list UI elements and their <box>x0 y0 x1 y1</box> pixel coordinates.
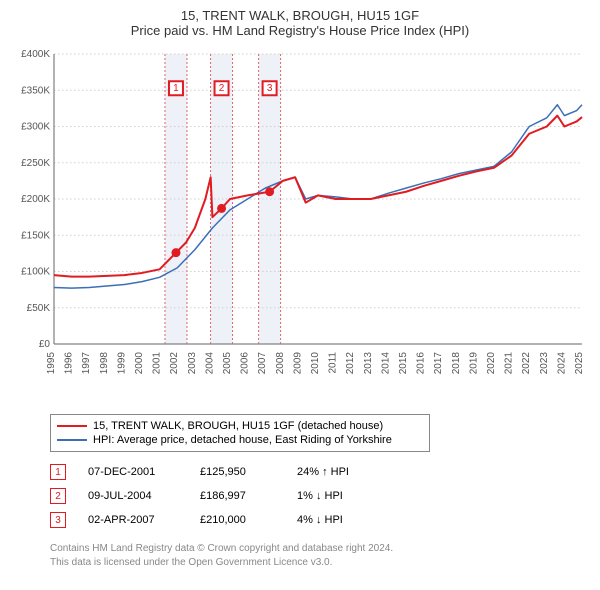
svg-text:1998: 1998 <box>99 352 110 375</box>
legend-row-property: 15, TRENT WALK, BROUGH, HU15 1GF (detach… <box>57 419 423 433</box>
svg-text:£50K: £50K <box>27 303 51 314</box>
svg-text:2020: 2020 <box>486 352 497 375</box>
svg-text:2007: 2007 <box>257 352 268 375</box>
sales-table: 1 07-DEC-2001 £125,950 24% ↑ HPI 2 09-JUL-200… <box>50 460 588 532</box>
svg-text:£400K: £400K <box>21 49 50 60</box>
svg-text:2019: 2019 <box>468 352 479 375</box>
legend-label-hpi: HPI: Average price, detached house, East… <box>93 434 392 446</box>
svg-text:£300K: £300K <box>21 122 50 133</box>
svg-text:£250K: £250K <box>21 158 50 169</box>
chart-area: £0 £50K £100K £150K £200K £250K £300K £350K £400… <box>12 46 588 406</box>
svg-text:2023: 2023 <box>539 352 550 375</box>
legend-label-property: 15, TRENT WALK, BROUGH, HU15 1GF (detach… <box>93 420 383 432</box>
svg-text:£0: £0 <box>39 339 51 350</box>
svg-text:2021: 2021 <box>504 352 515 375</box>
svg-text:2016: 2016 <box>416 352 427 375</box>
svg-text:2017: 2017 <box>433 352 444 375</box>
svg-text:2025: 2025 <box>574 352 585 375</box>
svg-text:1996: 1996 <box>64 352 75 375</box>
sale-date: 02-APR-2007 <box>88 514 178 526</box>
svg-text:2013: 2013 <box>363 352 374 375</box>
svg-text:2004: 2004 <box>204 352 215 375</box>
svg-text:2022: 2022 <box>521 352 532 375</box>
svg-text:2000: 2000 <box>134 352 145 375</box>
svg-text:2011: 2011 <box>328 352 339 374</box>
footer-line-1: Contains HM Land Registry data © Crown c… <box>50 542 588 556</box>
svg-text:2002: 2002 <box>169 352 180 375</box>
svg-text:2001: 2001 <box>152 352 163 375</box>
legend-swatch-hpi <box>57 439 87 441</box>
svg-text:£150K: £150K <box>21 230 50 241</box>
sale-row: 3 02-APR-2007 £210,000 4% ↓ HPI <box>50 508 588 532</box>
footer: Contains HM Land Registry data © Crown c… <box>50 542 588 569</box>
chart-title: 15, TRENT WALK, BROUGH, HU15 1GF <box>12 8 588 23</box>
sale-marker: 1 <box>50 464 66 480</box>
svg-text:2015: 2015 <box>398 352 409 375</box>
sale-date: 07-DEC-2001 <box>88 466 178 478</box>
legend-swatch-property <box>57 425 87 427</box>
svg-text:1997: 1997 <box>81 352 92 375</box>
legend-row-hpi: HPI: Average price, detached house, East… <box>57 433 423 447</box>
sale-delta: 4% ↓ HPI <box>297 514 387 526</box>
svg-text:£350K: £350K <box>21 85 50 96</box>
sale-marker: 2 <box>50 488 66 504</box>
sale-marker: 3 <box>50 512 66 528</box>
sale-price: £125,950 <box>200 466 275 478</box>
svg-text:2012: 2012 <box>345 352 356 375</box>
svg-text:2018: 2018 <box>451 352 462 375</box>
sale-row: 2 09-JUL-2004 £186,997 1% ↓ HPI <box>50 484 588 508</box>
svg-text:1995: 1995 <box>46 352 57 375</box>
sale-row: 1 07-DEC-2001 £125,950 24% ↑ HPI <box>50 460 588 484</box>
svg-text:3: 3 <box>267 83 273 94</box>
svg-text:£200K: £200K <box>21 194 50 205</box>
sale-delta: 1% ↓ HPI <box>297 490 387 502</box>
footer-line-2: This data is licensed under the Open Gov… <box>50 556 588 570</box>
svg-text:2005: 2005 <box>222 352 233 375</box>
line-chart: £0 £50K £100K £150K £200K £250K £300K £350K £400… <box>12 46 588 406</box>
chart-subtitle: Price paid vs. HM Land Registry's House … <box>12 23 588 38</box>
sale-price: £210,000 <box>200 514 275 526</box>
svg-text:2: 2 <box>219 83 225 94</box>
sale-price: £186,997 <box>200 490 275 502</box>
sale-date: 09-JUL-2004 <box>88 490 178 502</box>
svg-text:2003: 2003 <box>187 352 198 375</box>
svg-text:2024: 2024 <box>556 352 567 375</box>
svg-text:1: 1 <box>173 83 179 94</box>
svg-text:2008: 2008 <box>275 352 286 375</box>
svg-text:2009: 2009 <box>292 352 303 375</box>
svg-text:2006: 2006 <box>240 352 251 375</box>
legend-box: 15, TRENT WALK, BROUGH, HU15 1GF (detach… <box>50 414 430 452</box>
svg-text:2010: 2010 <box>310 352 321 375</box>
svg-text:1999: 1999 <box>116 352 127 375</box>
sale-delta: 24% ↑ HPI <box>297 466 387 478</box>
svg-text:2014: 2014 <box>380 352 391 375</box>
svg-text:£100K: £100K <box>21 267 50 278</box>
